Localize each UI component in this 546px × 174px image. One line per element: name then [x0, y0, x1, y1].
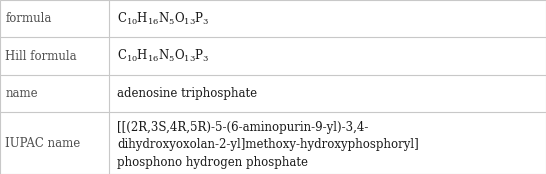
Text: Hill formula: Hill formula: [5, 50, 77, 63]
Text: name: name: [5, 87, 38, 100]
Text: adenosine triphosphate: adenosine triphosphate: [117, 87, 258, 100]
Text: [[(2R,3S,4R,5R)-5-(6-aminopurin-9-yl)-3,4-
dihydroxyoxolan-2-yl]methoxy-hydroxyp: [[(2R,3S,4R,5R)-5-(6-aminopurin-9-yl)-3,…: [117, 121, 419, 169]
Text: formula: formula: [5, 12, 52, 25]
Text: $\mathregular{C_{10}H_{16}N_5O_{13}P_3}$: $\mathregular{C_{10}H_{16}N_5O_{13}P_3}$: [117, 11, 210, 27]
Text: IUPAC name: IUPAC name: [5, 137, 81, 150]
Text: $\mathregular{C_{10}H_{16}N_5O_{13}P_3}$: $\mathregular{C_{10}H_{16}N_5O_{13}P_3}$: [117, 48, 210, 64]
